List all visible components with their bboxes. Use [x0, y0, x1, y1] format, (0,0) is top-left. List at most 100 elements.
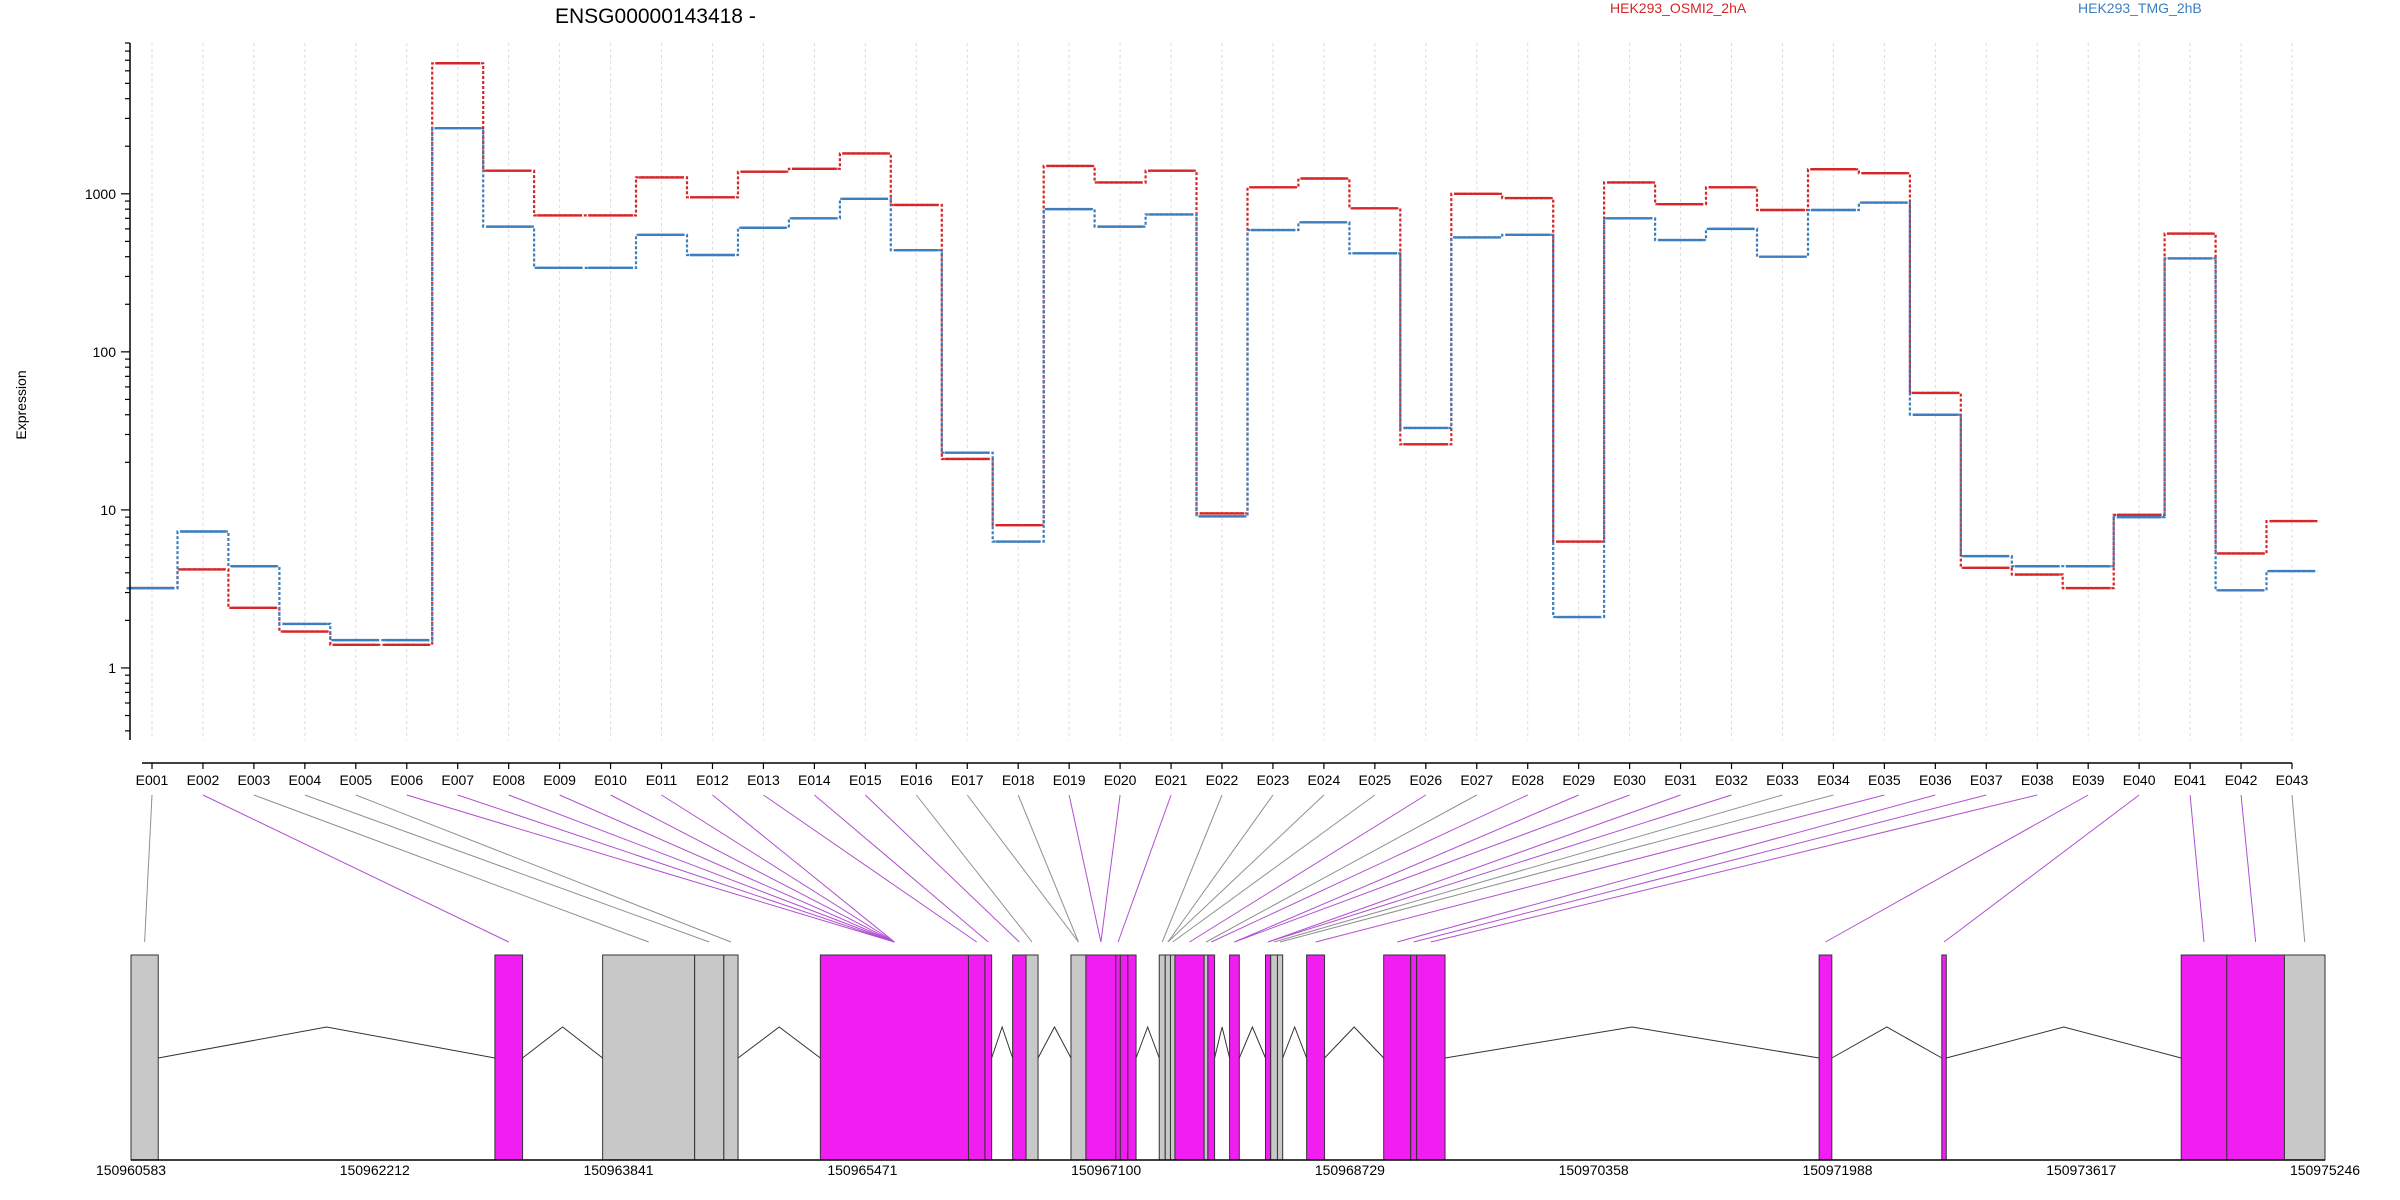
exon-connector: [1273, 794, 1783, 943]
x-tick-label: E013: [747, 772, 780, 788]
x-tick-label: E020: [1104, 772, 1137, 788]
genomic-tick-label: 150970358: [1559, 1162, 1629, 1178]
exon-block: [1416, 954, 1446, 1161]
genomic-tick-label: 150963841: [583, 1162, 653, 1178]
x-tick-label: E009: [543, 772, 576, 788]
exon-block: [1012, 954, 1027, 1161]
exon-connector: [1017, 794, 1079, 943]
x-tick-label: E001: [136, 772, 169, 788]
x-tick-label: E042: [2225, 772, 2258, 788]
intron-line: [1946, 1026, 2182, 1059]
exon-block: [984, 954, 993, 1161]
x-tick-label: E028: [1511, 772, 1544, 788]
exon-connector: [2240, 794, 2257, 943]
x-tick-label: E010: [594, 772, 627, 788]
exon-connector: [1172, 794, 1376, 943]
exon-block: [1119, 954, 1129, 1161]
exon-connector: [1413, 794, 1987, 943]
x-tick-label: E038: [2021, 772, 2054, 788]
exon-block: [1270, 954, 1278, 1161]
exon-connector: [144, 794, 153, 943]
exon-connector: [1100, 794, 1121, 943]
x-tick-label: E037: [1970, 772, 2003, 788]
exon-connector: [355, 794, 732, 943]
exon-connector: [1267, 794, 1681, 943]
exon-block: [1203, 954, 1209, 1161]
x-tick-label: E032: [1715, 772, 1748, 788]
y-tick-label: 100: [93, 344, 117, 360]
genomic-tick-label: 150971988: [1802, 1162, 1872, 1178]
exon-connector: [1234, 794, 1579, 943]
x-tick-label: E019: [1053, 772, 1086, 788]
exon-connector: [1068, 794, 1102, 943]
intron-line: [991, 1025, 1014, 1059]
exon-connector: [2291, 794, 2306, 943]
exon-connector: [1397, 794, 1936, 943]
exon-connector: [1205, 794, 1478, 943]
x-tick-label: E002: [187, 772, 220, 788]
intron-line: [1444, 1026, 1820, 1059]
exon-connector: [1234, 794, 1630, 943]
x-tick-label: E011: [646, 772, 678, 788]
gene-model: 150960583 150962212 150963841 150965471 1509…: [96, 954, 2360, 1178]
genomic-tick-label: 150967100: [1071, 1162, 1141, 1178]
x-tick-label: E034: [1817, 772, 1850, 788]
exon-block: [1941, 954, 1947, 1161]
intron-line: [1238, 1025, 1266, 1059]
exon-connector: [1430, 794, 2038, 943]
x-tick-label: E029: [1562, 772, 1595, 788]
genomic-tick-label: 150975246: [2290, 1162, 2360, 1178]
exon-block: [1164, 954, 1171, 1161]
x-tick-label: E016: [900, 772, 933, 788]
x-tick-label: E003: [238, 772, 271, 788]
exon-block: [1174, 954, 1205, 1161]
exon-connector: [202, 794, 509, 943]
exon-connector: [1211, 794, 1528, 943]
intron-line: [522, 1026, 603, 1059]
exon-connector: [2189, 794, 2205, 943]
x-tick-label: E007: [441, 772, 474, 788]
x-tick-label: E017: [951, 772, 984, 788]
exon-block: [1115, 954, 1121, 1161]
intron-line: [1037, 1025, 1072, 1059]
x-tick-label: E022: [1206, 772, 1239, 788]
exon-block: [1085, 954, 1117, 1161]
exon-block: [1207, 954, 1216, 1161]
x-tick-label: E015: [849, 772, 882, 788]
x-tick-label: E021: [1155, 772, 1188, 788]
x-tick-label: E004: [289, 772, 322, 788]
exon-connector: [457, 794, 895, 943]
x-tick-label: E018: [1002, 772, 1035, 788]
exon-block: [1158, 954, 1166, 1161]
intron-line: [158, 1026, 495, 1059]
exon-connector: [712, 794, 895, 943]
genomic-tick-label: 150965471: [827, 1162, 897, 1178]
exon-block: [1229, 954, 1240, 1161]
exon-block: [2180, 954, 2228, 1161]
exon-block: [1169, 954, 1176, 1161]
y-tick-label: 1000: [85, 186, 116, 202]
intron-line: [1214, 1026, 1231, 1059]
exon-connector: [1943, 794, 2140, 943]
exon-connector: [864, 794, 1020, 943]
y-tick-label: 1: [108, 660, 116, 676]
genomic-tick-label: 150962212: [340, 1162, 410, 1178]
exon-connector: [915, 794, 1033, 943]
x-tick-label: E040: [2123, 772, 2156, 788]
exon-block: [1025, 954, 1039, 1161]
intron-line: [1135, 1025, 1160, 1059]
exon-connector: [610, 794, 895, 943]
exon-connector: [814, 794, 989, 943]
exon-connector: [1161, 794, 1223, 943]
x-tick-label: E005: [339, 772, 372, 788]
labels-layer: ENSG00000143418 - HEK293_OSMI2_2hA HEK29…: [13, 0, 2202, 440]
exon-block: [819, 954, 969, 1161]
series-line-0: [126, 62, 2318, 646]
x-tick-label: E043: [2276, 772, 2309, 788]
exon-block: [602, 954, 696, 1161]
x-tick-label: E033: [1766, 772, 1799, 788]
exon-connector: [508, 794, 895, 943]
intron-line: [1324, 1026, 1385, 1059]
exon-block: [723, 954, 739, 1161]
